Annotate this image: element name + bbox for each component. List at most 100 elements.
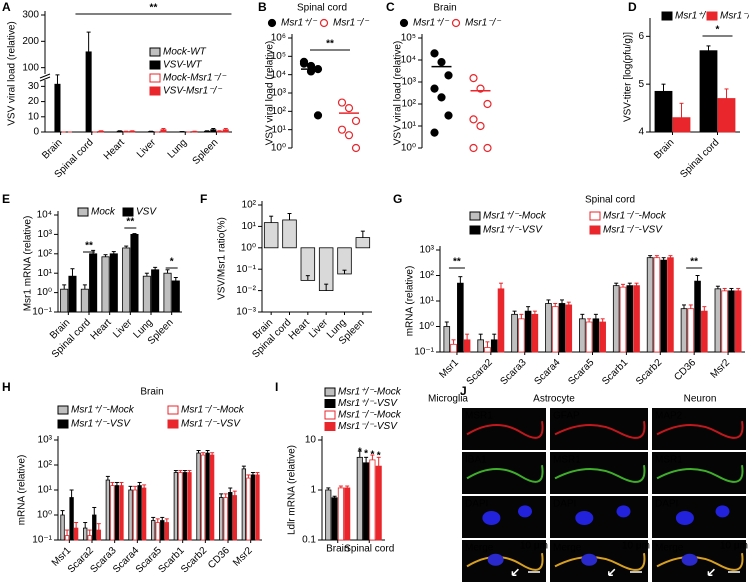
- error-bar: [661, 83, 666, 92]
- x-tick-label: Spinal cord: [344, 544, 394, 555]
- y-axis-label: Msr1 mRNA (relative): [23, 216, 34, 312]
- y-tick-label: 10¹: [272, 124, 287, 135]
- legend-swatch: [589, 211, 601, 221]
- significance: **: [126, 217, 134, 228]
- dot: [337, 98, 347, 107]
- dot: [313, 111, 323, 120]
- panel-title: Brain: [433, 3, 456, 14]
- error-bar: [182, 470, 187, 473]
- panel-letter: H: [2, 380, 11, 394]
- legend-label: Msr1⁺/⁻-VSV: [71, 419, 131, 430]
- bar: [558, 303, 566, 353]
- bar: [114, 485, 120, 541]
- significance: *: [370, 450, 374, 461]
- bar: [687, 308, 695, 353]
- legend-label: Msr1⁺/⁻: [675, 11, 711, 22]
- error-bar: [682, 304, 686, 309]
- error-bar: [695, 275, 700, 282]
- signal: [656, 553, 744, 571]
- bar: [694, 280, 701, 353]
- y-axis-label: Ldlr mRNA (relative): [287, 445, 298, 535]
- bar: [263, 222, 279, 249]
- bar: [116, 130, 123, 133]
- significance: **: [690, 257, 698, 268]
- error-bar: [124, 245, 129, 248]
- x-tick-label: Heart: [102, 137, 127, 162]
- bar: [151, 269, 160, 313]
- dot: [437, 58, 446, 67]
- legend-label: Msr1⁻/⁻-VSV: [181, 419, 241, 430]
- error-bar: [458, 276, 463, 284]
- legend-swatch: [661, 11, 673, 21]
- error-bar: [287, 213, 292, 220]
- bar: [490, 339, 498, 353]
- y-tick-label: 10⁰: [37, 287, 52, 298]
- bar: [60, 288, 69, 313]
- dot: [344, 104, 354, 113]
- y-tick-label: 10²: [38, 460, 53, 471]
- legend-swatch: [122, 207, 134, 217]
- y-tick-label: 0: [33, 127, 39, 138]
- legend-swatch: [149, 86, 161, 96]
- dot: [469, 115, 478, 124]
- error-bar: [326, 487, 331, 490]
- significance: **: [150, 3, 158, 14]
- legend-swatch: [324, 422, 336, 431]
- legend-label: Msr1⁻/⁻-Mock: [181, 405, 245, 416]
- bar: [163, 272, 172, 313]
- bar: [216, 130, 223, 133]
- error-bar: [155, 518, 160, 523]
- bar: [579, 318, 586, 353]
- scale-bar-label: 10 μm: [720, 541, 748, 552]
- significance: *: [377, 451, 381, 462]
- error-bar: [688, 304, 693, 309]
- bar: [337, 487, 344, 541]
- error-bar: [105, 475, 110, 481]
- bar: [599, 321, 606, 353]
- y-tick-label: 20: [28, 96, 40, 107]
- legend-label: Msr1⁻/⁻-Mock: [603, 211, 667, 222]
- bar: [653, 257, 661, 353]
- error-bar: [492, 333, 497, 340]
- error-bar: [600, 318, 605, 323]
- error-bar: [324, 283, 329, 291]
- bar: [497, 288, 505, 353]
- y-tick-label: 10⁰: [37, 510, 52, 521]
- error-bar: [82, 284, 87, 290]
- error-bar: [65, 529, 70, 536]
- x-tick-label: Scara4: [532, 357, 562, 387]
- bar: [699, 50, 718, 133]
- panel-letter: F: [200, 192, 207, 206]
- x-tick-label: Spleen: [191, 137, 221, 167]
- bar: [129, 130, 136, 133]
- legend-swatch: [57, 419, 69, 429]
- bar: [205, 452, 210, 541]
- dot: [469, 143, 478, 153]
- legend-label: Msr1⁺/⁻-Mock: [71, 405, 135, 416]
- y-tick-label: 10⁵: [401, 33, 416, 44]
- dot: [430, 49, 439, 58]
- bar: [85, 51, 92, 133]
- y-tick-label: 100: [22, 62, 39, 73]
- significance: *: [358, 447, 362, 458]
- legend-label: Msr1⁺/⁻-Mock: [338, 387, 402, 398]
- x-tick-label: Liver: [111, 317, 135, 341]
- bar: [54, 83, 61, 133]
- bar: [130, 233, 139, 313]
- signal: [554, 553, 646, 571]
- x-tick-label: Spinal cord: [678, 137, 721, 180]
- y-tick-label: 10²: [420, 270, 435, 281]
- dot: [430, 84, 439, 93]
- error-bar: [83, 522, 88, 529]
- bar: [105, 479, 111, 541]
- error-bar: [679, 102, 684, 118]
- bar: [633, 285, 640, 353]
- x-tick-label: Brain: [326, 544, 349, 555]
- y-tick-label: 300: [22, 10, 39, 21]
- error-bar: [722, 287, 727, 291]
- y-tick-label: 10¹: [38, 268, 53, 279]
- x-tick-label: Heart: [287, 317, 312, 342]
- bar: [98, 130, 105, 133]
- x-tick-label: Scarb2: [179, 545, 209, 575]
- error-bar: [485, 341, 490, 348]
